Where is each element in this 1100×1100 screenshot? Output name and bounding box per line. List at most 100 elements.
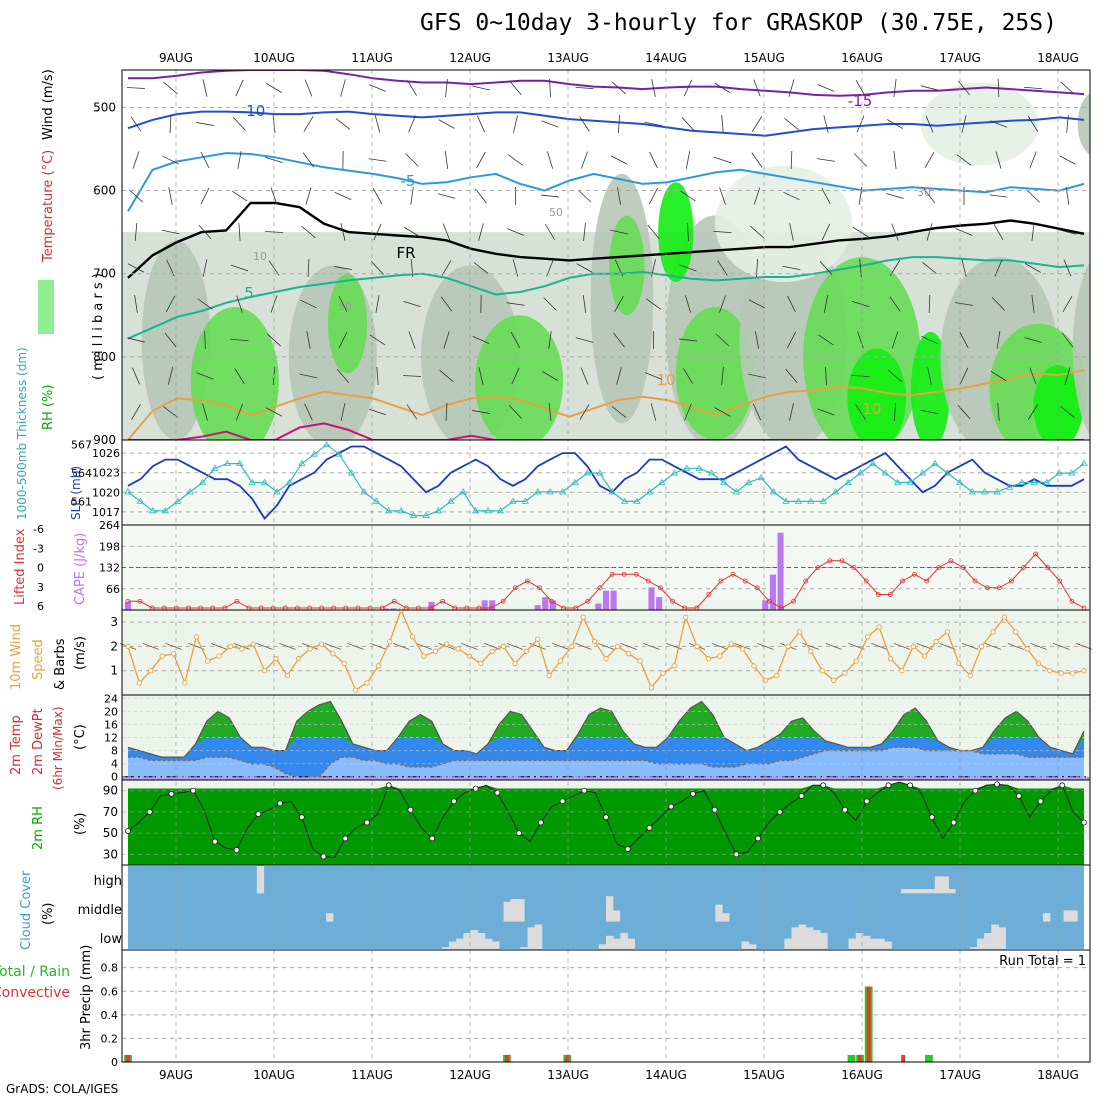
wind-barb (1029, 367, 1037, 385)
cloud-bar-low (527, 927, 536, 950)
wind-barb (347, 643, 364, 650)
wind-barb (340, 403, 346, 421)
rh-blob (920, 82, 1039, 166)
lifted-index-point (537, 585, 542, 591)
rh-blob (1072, 261, 1090, 436)
wind-speed-point (148, 668, 154, 674)
wind-barb (990, 370, 1007, 382)
rh-blob (327, 273, 368, 374)
wind-barb (783, 191, 800, 201)
temp-tick-label: 0 (111, 771, 118, 784)
cloud-bar-middle (1070, 910, 1078, 922)
wind-barb (443, 331, 450, 349)
wind-barb (304, 403, 313, 421)
wind-barb (926, 223, 933, 241)
wind-barb (749, 225, 765, 239)
lifted-index-point (754, 585, 760, 591)
wind-speed-point (1035, 660, 1042, 667)
wind-barb (784, 118, 799, 130)
wind-speed-point (193, 634, 199, 640)
wind-barb (711, 643, 728, 650)
wind-barb (993, 224, 1004, 240)
thickness-tick-label: 567 (71, 439, 92, 452)
precip-convective-bar (126, 1054, 130, 1062)
date-label-top: 14AUG (645, 51, 687, 65)
date-label-bottom: 16AUG (841, 1068, 883, 1082)
wind-barb (956, 154, 972, 166)
wind-barb (196, 372, 214, 380)
rh-blob (190, 306, 279, 440)
thickness-point (273, 488, 281, 495)
wind-barb (127, 337, 145, 343)
thickness-point (236, 459, 244, 467)
wind-barb (545, 224, 555, 240)
cape-axis-label: CAPE (J/kg) (73, 533, 88, 605)
wind-barb (790, 150, 793, 170)
cloud-bar-low (805, 927, 814, 950)
wind-speed-point (683, 614, 689, 620)
wind-barb (513, 115, 518, 133)
wind-speed-point (1013, 629, 1019, 635)
wind-barb (461, 643, 478, 650)
temp-tick-label: 8 (111, 745, 118, 758)
wind-barb (714, 407, 731, 417)
slp-tick-label: 1026 (92, 447, 120, 460)
wind-barb (753, 187, 761, 205)
wind-barb (715, 333, 730, 347)
wind-barb (580, 367, 589, 385)
rh2m-point (1037, 798, 1044, 805)
wind-barb (196, 122, 214, 126)
rh2m-band (128, 782, 1084, 865)
cloud-bar-low (998, 927, 1007, 950)
wind-barb (169, 114, 172, 134)
wind-barb (445, 79, 448, 97)
wind-barb (408, 331, 416, 349)
lifted-index-point (670, 598, 675, 604)
wind-barb (887, 369, 903, 383)
wind-barb (577, 189, 592, 203)
wind-speed-point (546, 672, 552, 679)
wind-barb (549, 78, 551, 98)
wind-barb (476, 115, 486, 133)
thickness-point (409, 511, 418, 518)
lifted-index-point (936, 565, 942, 570)
thickness-point (670, 469, 678, 476)
thickness-point (931, 459, 939, 467)
pressure-unit-label: ( m i l l i b a r s ) (91, 273, 106, 380)
wind-barb (955, 302, 973, 306)
wind-tick-label: 1 (110, 664, 118, 678)
thickness-point (980, 488, 989, 495)
wind-barb (306, 331, 311, 349)
cloud-bar-high (907, 889, 915, 894)
wind-barb (1060, 406, 1075, 418)
wind-barb (237, 151, 242, 169)
isotherm-line (127, 369, 1085, 440)
cloud-bar-low (441, 947, 450, 950)
rh2m-point (342, 835, 349, 842)
wind-barb (891, 331, 899, 349)
wind-barb (1075, 643, 1093, 650)
wind-barb (543, 297, 557, 311)
cloud-bar-middle (715, 904, 723, 922)
wind-barb (445, 402, 448, 422)
cloud-bar-low (969, 947, 978, 950)
cloud-bar-middle (503, 901, 511, 922)
rh-blob (911, 331, 951, 440)
contour-label: 50 (338, 300, 352, 313)
wind-speed-point (1047, 668, 1053, 674)
cape-bar (777, 532, 784, 610)
thickness-point (161, 507, 169, 514)
rh2m-tick-label: 50 (103, 826, 118, 840)
rh2m-point (233, 847, 240, 854)
wind-barb (851, 374, 870, 378)
wind-barb (478, 367, 484, 385)
precip-tick-label: 0 (111, 1056, 118, 1069)
precip-convective-bar (858, 1054, 863, 1062)
wind-barb (823, 115, 829, 133)
wind-barb (923, 188, 936, 204)
wind-barb (404, 227, 420, 237)
wind-barb (610, 155, 628, 165)
thickness-point (633, 497, 641, 504)
lifted-index-point (1069, 598, 1075, 604)
thickness-point (434, 507, 443, 514)
